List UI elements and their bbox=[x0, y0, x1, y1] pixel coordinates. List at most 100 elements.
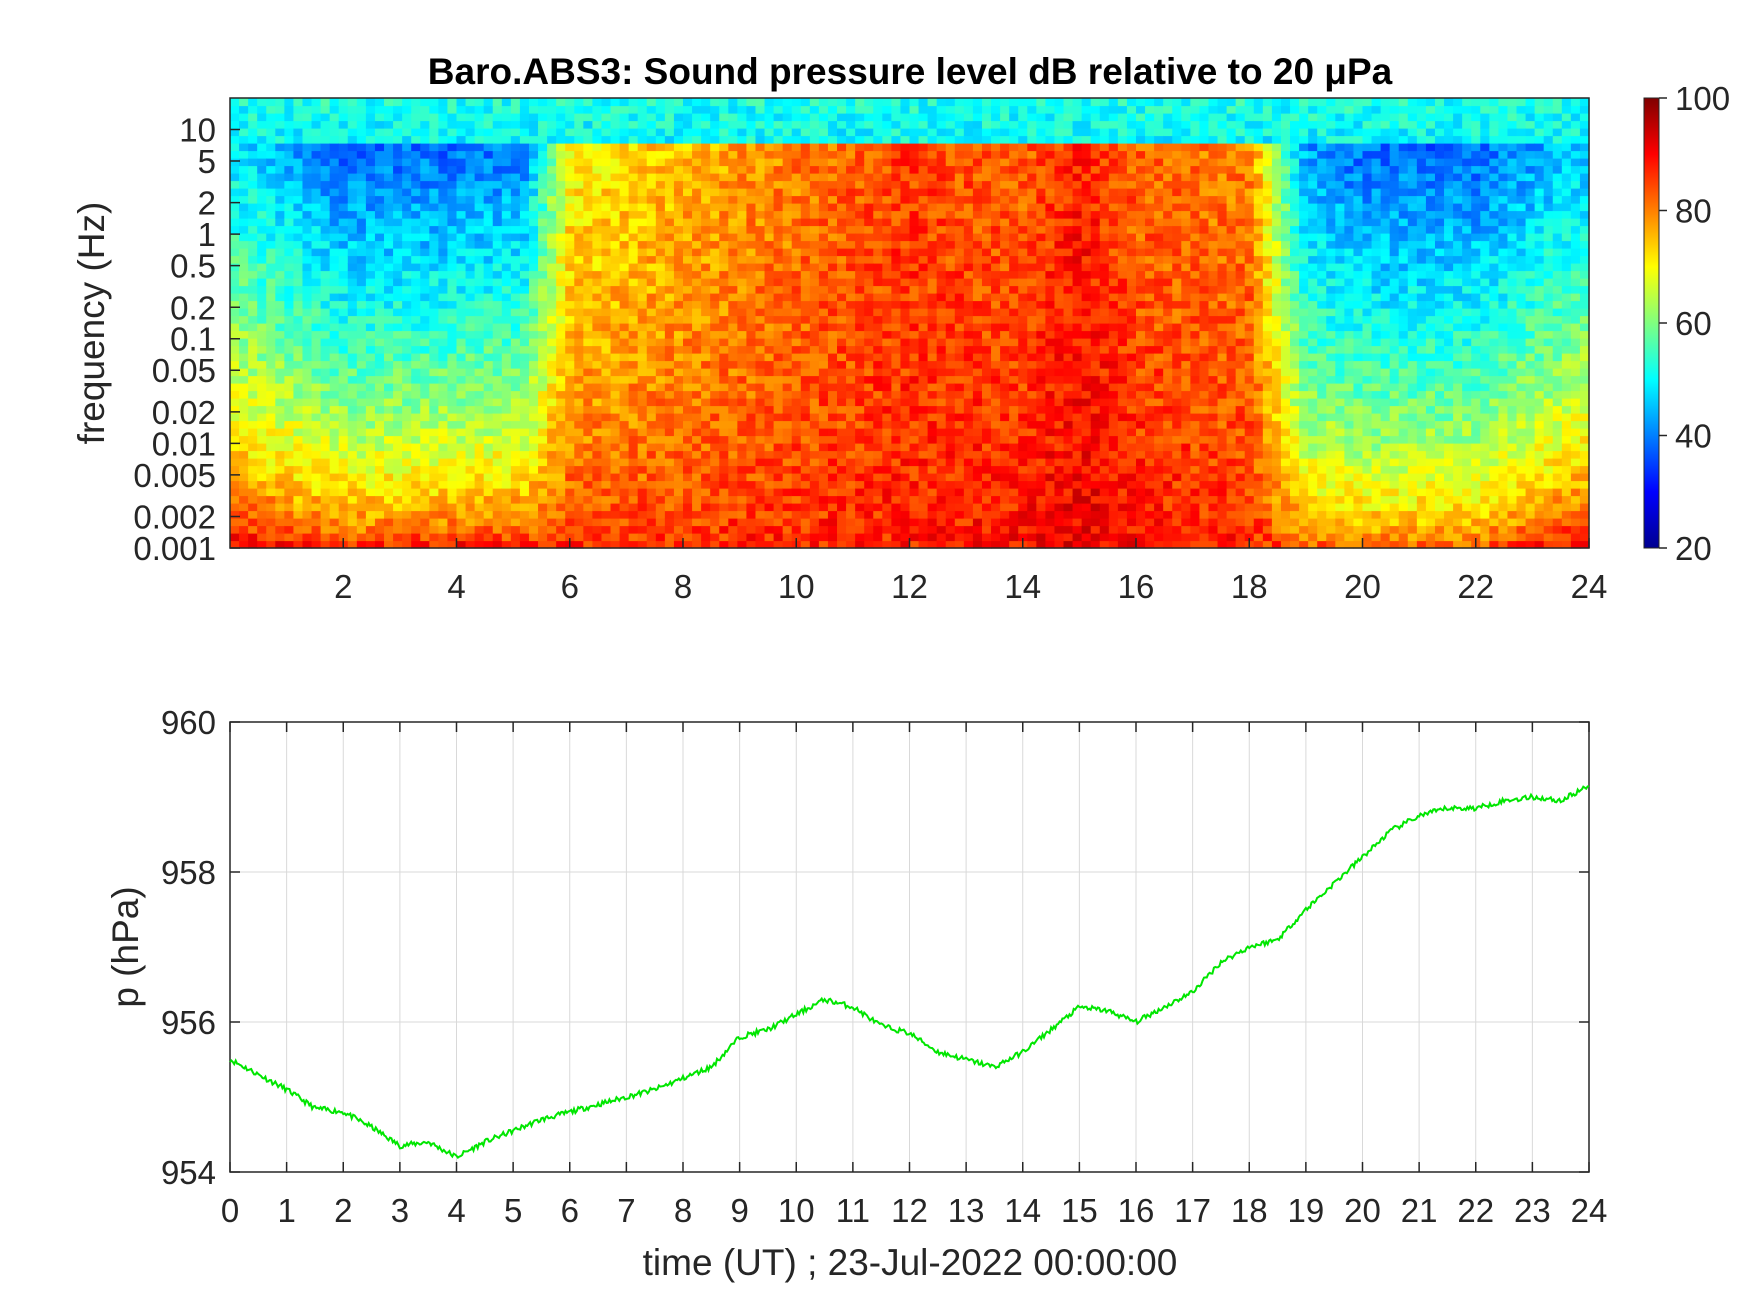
heatmap-cell bbox=[275, 195, 285, 204]
heatmap-cell bbox=[429, 225, 439, 234]
heatmap-cell bbox=[501, 375, 512, 384]
heatmap-cell bbox=[728, 405, 738, 414]
heatmap-cell bbox=[882, 540, 892, 549]
heatmap-cell bbox=[393, 105, 403, 114]
heatmap-cell bbox=[972, 293, 983, 302]
heatmap-cell bbox=[809, 225, 820, 234]
heatmap-cell bbox=[320, 188, 331, 197]
heatmap-cell bbox=[855, 345, 865, 354]
heatmap-cell bbox=[692, 420, 702, 429]
heatmap-cell bbox=[528, 510, 539, 519]
heatmap-cell bbox=[402, 495, 412, 504]
heatmap-cell bbox=[692, 345, 702, 354]
heatmap-cell bbox=[655, 473, 666, 482]
heatmap-cell bbox=[592, 263, 603, 272]
heatmap-cell bbox=[329, 308, 340, 317]
heatmap-cell bbox=[873, 405, 883, 414]
heatmap-cell bbox=[782, 233, 793, 242]
heatmap-cell bbox=[601, 540, 612, 549]
heatmap-cell bbox=[746, 398, 757, 407]
heatmap-cell bbox=[610, 495, 621, 504]
heatmap-cell bbox=[628, 308, 639, 317]
heatmap-cell bbox=[882, 420, 892, 429]
heatmap-cell bbox=[393, 248, 403, 257]
heatmap-cell bbox=[230, 480, 240, 489]
heatmap-cell bbox=[556, 353, 566, 362]
heatmap-cell bbox=[972, 308, 983, 317]
heatmap-cell bbox=[837, 480, 847, 489]
heatmap-cell bbox=[655, 480, 666, 489]
heatmap-cell bbox=[945, 443, 956, 452]
heatmap-cell bbox=[583, 105, 593, 114]
heatmap-cell bbox=[528, 435, 539, 444]
heatmap-cell bbox=[891, 390, 902, 399]
heatmap-cell bbox=[628, 330, 639, 339]
heatmap-cell bbox=[918, 173, 929, 182]
heatmap-cell bbox=[293, 165, 304, 174]
heatmap-cell bbox=[384, 510, 394, 519]
heatmap-cell bbox=[365, 263, 376, 272]
heatmap-cell bbox=[800, 510, 811, 519]
heatmap-cell bbox=[981, 503, 992, 512]
heatmap-cell bbox=[710, 533, 720, 542]
heatmap-cell bbox=[556, 413, 566, 422]
heatmap-cell bbox=[755, 390, 766, 399]
heatmap-cell bbox=[284, 405, 295, 414]
heatmap-cell bbox=[728, 165, 738, 174]
heatmap-cell bbox=[420, 360, 430, 369]
heatmap-cell bbox=[365, 428, 376, 437]
heatmap-cell bbox=[855, 390, 865, 399]
heatmap-cell bbox=[927, 98, 938, 107]
heatmap-cell bbox=[556, 113, 566, 122]
heatmap-cell bbox=[755, 278, 766, 287]
heatmap-cell bbox=[882, 435, 892, 444]
heatmap-cell bbox=[528, 315, 539, 324]
heatmap-cell bbox=[809, 173, 820, 182]
heatmap-cell bbox=[728, 368, 738, 377]
heatmap-cell bbox=[818, 405, 829, 414]
heatmap-cell bbox=[384, 240, 394, 249]
heatmap-cell bbox=[266, 173, 276, 182]
heatmap-cell bbox=[492, 173, 503, 182]
heatmap-cell bbox=[673, 210, 684, 219]
heatmap-cell bbox=[619, 315, 630, 324]
heatmap-cell bbox=[846, 233, 856, 242]
heatmap-cell bbox=[900, 413, 911, 422]
heatmap-cell bbox=[628, 420, 639, 429]
heatmap-cell bbox=[737, 195, 748, 204]
heatmap-cell bbox=[293, 488, 304, 497]
heatmap-cell bbox=[239, 165, 249, 174]
heatmap-cell bbox=[501, 473, 512, 482]
heatmap-cell bbox=[873, 428, 883, 437]
heatmap-cell bbox=[746, 368, 757, 377]
heatmap-cell bbox=[592, 353, 603, 362]
heatmap-cell bbox=[655, 315, 666, 324]
heatmap-cell bbox=[791, 210, 802, 219]
heatmap-cell bbox=[302, 428, 313, 437]
heatmap-cell bbox=[266, 503, 276, 512]
heatmap-cell bbox=[320, 353, 331, 362]
heatmap-cell bbox=[637, 105, 648, 114]
heatmap-cell bbox=[556, 225, 566, 234]
heatmap-cell bbox=[728, 458, 738, 467]
heatmap-cell bbox=[284, 458, 295, 467]
heatmap-cell bbox=[538, 420, 548, 429]
heatmap-cell bbox=[465, 473, 476, 482]
heatmap-cell bbox=[601, 308, 612, 317]
heatmap-cell bbox=[773, 105, 784, 114]
heatmap-cell bbox=[619, 428, 630, 437]
heatmap-cell bbox=[230, 450, 240, 459]
heatmap-cell bbox=[873, 443, 883, 452]
heatmap-cell bbox=[538, 173, 548, 182]
heatmap-cell bbox=[601, 525, 612, 534]
heatmap-cell bbox=[456, 285, 467, 294]
heatmap-cell bbox=[846, 360, 856, 369]
heatmap-cell bbox=[456, 540, 467, 549]
heatmap-cell bbox=[365, 458, 376, 467]
heatmap-cell bbox=[592, 330, 603, 339]
heatmap-cell bbox=[610, 533, 621, 542]
heatmap-cell bbox=[275, 278, 285, 287]
heatmap-cell bbox=[873, 488, 883, 497]
heatmap-cell bbox=[601, 518, 612, 527]
heatmap-cell bbox=[338, 165, 349, 174]
